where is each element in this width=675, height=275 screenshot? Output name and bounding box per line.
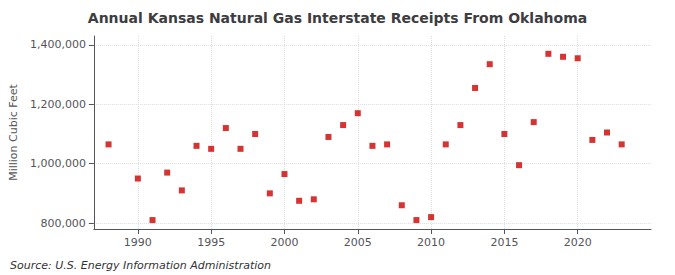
svg-text:2000: 2000 [270, 236, 298, 249]
svg-text:1,000,000: 1,000,000 [30, 157, 86, 170]
svg-text:2010: 2010 [417, 236, 445, 249]
svg-text:2020: 2020 [564, 236, 592, 249]
svg-text:800,000: 800,000 [40, 217, 86, 230]
svg-text:1,400,000: 1,400,000 [30, 38, 86, 51]
svg-text:1995: 1995 [197, 236, 225, 249]
svg-text:2005: 2005 [344, 236, 372, 249]
svg-text:1,200,000: 1,200,000 [30, 98, 86, 111]
svg-text:1990: 1990 [124, 236, 152, 249]
svg-text:Source: U.S. Energy Informatio: Source: U.S. Energy Information Administ… [10, 259, 271, 272]
svg-text:Million Cubic Feet: Million Cubic Feet [7, 83, 20, 180]
svg-text:Annual Kansas Natural Gas Inte: Annual Kansas Natural Gas Interstate Rec… [88, 10, 587, 26]
svg-text:2015: 2015 [490, 236, 518, 249]
